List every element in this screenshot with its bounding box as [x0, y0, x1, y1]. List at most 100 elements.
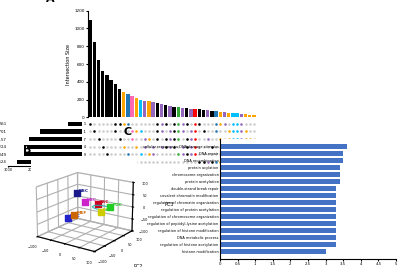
Bar [122, 92, 125, 117]
Bar [152, 102, 155, 117]
Point [192, 144, 198, 149]
Bar [220, 235, 336, 239]
Point [108, 144, 114, 149]
Point [209, 144, 215, 149]
Point [171, 122, 177, 126]
Point [238, 122, 244, 126]
Point [209, 129, 215, 134]
Bar [227, 113, 230, 117]
Bar [177, 107, 180, 117]
Bar [220, 242, 336, 246]
Point [213, 129, 219, 134]
Bar [194, 109, 197, 117]
Bar [172, 107, 176, 117]
Point [91, 152, 98, 156]
Point [167, 129, 173, 134]
Point [104, 122, 110, 126]
Bar [164, 105, 167, 117]
Point [209, 122, 215, 126]
Bar [202, 110, 205, 117]
Bar [231, 113, 234, 117]
Bar [210, 111, 214, 117]
Point [221, 137, 228, 141]
Point [234, 122, 240, 126]
Point [91, 160, 98, 164]
Point [234, 129, 240, 134]
Point [196, 137, 202, 141]
Bar [126, 94, 130, 117]
Point [150, 152, 156, 156]
Point [154, 160, 160, 164]
Bar [220, 186, 336, 191]
Point [158, 152, 165, 156]
Point [95, 137, 102, 141]
Bar [143, 101, 146, 117]
Point [137, 144, 144, 149]
Point [104, 129, 110, 134]
Point [129, 122, 135, 126]
Point [200, 122, 207, 126]
Point [150, 160, 156, 164]
Bar [220, 249, 326, 254]
Point [179, 160, 186, 164]
Point [116, 122, 123, 126]
Point [158, 137, 165, 141]
Point [108, 160, 114, 164]
Point [137, 160, 144, 164]
Y-axis label: Intersection Size: Intersection Size [66, 44, 71, 85]
Bar [220, 207, 336, 212]
Bar [97, 60, 100, 117]
Point [87, 137, 93, 141]
Point [108, 137, 114, 141]
Bar [130, 96, 134, 117]
Point [87, 129, 93, 134]
Point [213, 160, 219, 164]
Point [125, 129, 131, 134]
Point [116, 144, 123, 149]
Text: B: B [23, 145, 32, 155]
Bar [198, 109, 201, 117]
Bar [236, 113, 239, 117]
Bar [220, 165, 340, 170]
Point [162, 160, 169, 164]
Point [217, 137, 224, 141]
Point [158, 144, 165, 149]
Point [242, 160, 249, 164]
Point [209, 160, 215, 164]
Point [204, 137, 211, 141]
Point [184, 137, 190, 141]
Point [137, 129, 144, 134]
Point [209, 137, 215, 141]
Point [87, 144, 93, 149]
Point [171, 137, 177, 141]
Point [196, 129, 202, 134]
Point [179, 129, 186, 134]
Point [154, 137, 160, 141]
Point [238, 160, 244, 164]
Bar [220, 179, 340, 184]
Point [188, 152, 194, 156]
Point [137, 122, 144, 126]
Point [129, 137, 135, 141]
Bar [220, 221, 336, 226]
Bar [168, 106, 172, 117]
Point [209, 152, 215, 156]
Point [226, 152, 232, 156]
Bar [68, 122, 82, 126]
Point [120, 137, 127, 141]
Point [246, 129, 253, 134]
Point [242, 137, 249, 141]
Bar [40, 129, 82, 134]
Point [175, 152, 182, 156]
Point [129, 160, 135, 164]
Point [230, 152, 236, 156]
Point [112, 122, 118, 126]
Point [251, 152, 257, 156]
Point [221, 129, 228, 134]
Text: A: A [46, 0, 55, 4]
Point [192, 129, 198, 134]
Bar [24, 152, 82, 156]
Point [104, 144, 110, 149]
Point [188, 137, 194, 141]
Point [95, 160, 102, 164]
